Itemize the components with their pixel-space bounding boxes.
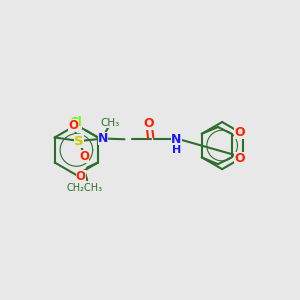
Text: O: O bbox=[234, 152, 244, 165]
Text: H: H bbox=[172, 146, 181, 155]
Text: O: O bbox=[76, 170, 86, 183]
Text: CH₃: CH₃ bbox=[101, 118, 120, 128]
Text: N: N bbox=[171, 133, 181, 146]
Text: O: O bbox=[143, 117, 154, 130]
Text: Cl: Cl bbox=[69, 116, 82, 129]
Text: O: O bbox=[69, 119, 79, 132]
Text: O: O bbox=[79, 150, 89, 163]
Text: S: S bbox=[74, 134, 84, 148]
Text: CH₂CH₃: CH₂CH₃ bbox=[66, 183, 102, 193]
Text: O: O bbox=[234, 126, 244, 139]
Text: N: N bbox=[98, 132, 108, 145]
